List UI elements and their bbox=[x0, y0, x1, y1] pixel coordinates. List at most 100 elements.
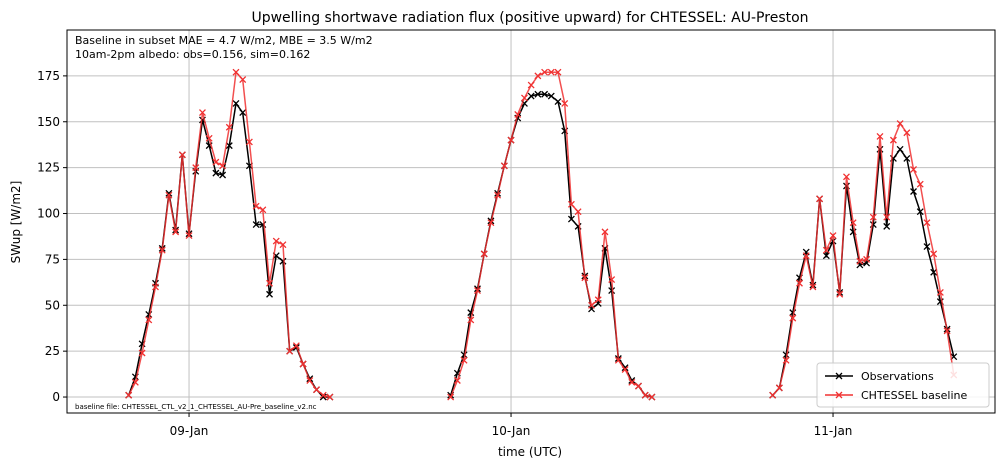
marker bbox=[252, 221, 260, 228]
marker bbox=[923, 219, 931, 227]
marker bbox=[185, 232, 193, 239]
marker bbox=[152, 283, 159, 291]
marker bbox=[816, 195, 824, 203]
y-tick-label: 50 bbox=[45, 298, 60, 312]
marker bbox=[910, 188, 917, 195]
marker bbox=[936, 288, 944, 296]
marker bbox=[648, 393, 656, 401]
marker bbox=[594, 296, 602, 304]
marker bbox=[521, 94, 528, 102]
y-tick-label: 75 bbox=[45, 252, 60, 266]
marker bbox=[319, 391, 327, 399]
marker bbox=[487, 219, 495, 227]
x-axis-label: time (UTC) bbox=[498, 445, 562, 459]
data-line bbox=[772, 148, 955, 396]
marker bbox=[447, 393, 455, 401]
marker bbox=[219, 162, 227, 170]
marker bbox=[239, 76, 247, 84]
marker bbox=[527, 81, 535, 89]
marker bbox=[943, 327, 951, 335]
marker bbox=[232, 68, 240, 76]
data-line bbox=[450, 71, 653, 398]
marker bbox=[534, 90, 542, 98]
marker bbox=[239, 109, 247, 117]
marker bbox=[869, 213, 877, 221]
marker bbox=[225, 123, 233, 131]
marker bbox=[889, 136, 897, 144]
marker bbox=[507, 136, 515, 144]
marker bbox=[306, 377, 314, 384]
marker bbox=[567, 200, 575, 208]
marker bbox=[641, 391, 649, 399]
chart-title: Upwelling shortwave radiation flux (posi… bbox=[251, 10, 808, 26]
marker bbox=[802, 252, 810, 260]
y-tick-label: 100 bbox=[37, 207, 60, 221]
marker bbox=[574, 208, 582, 216]
marker bbox=[843, 173, 850, 181]
marker bbox=[145, 316, 153, 324]
marker bbox=[313, 386, 320, 394]
marker bbox=[165, 191, 173, 199]
y-tick-label: 0 bbox=[52, 390, 60, 404]
marker bbox=[205, 134, 213, 142]
y-tick-label: 150 bbox=[37, 115, 60, 129]
legend-label: CHTESSEL baseline bbox=[861, 389, 967, 402]
marker bbox=[232, 99, 240, 107]
marker bbox=[554, 68, 562, 76]
marker bbox=[614, 356, 622, 364]
marker bbox=[138, 349, 146, 357]
marker bbox=[835, 391, 843, 399]
marker bbox=[601, 228, 609, 236]
marker bbox=[836, 290, 844, 298]
marker bbox=[326, 393, 334, 401]
marker bbox=[910, 166, 917, 173]
marker bbox=[266, 279, 273, 287]
marker bbox=[460, 356, 468, 364]
marker bbox=[547, 68, 555, 76]
marker bbox=[500, 162, 508, 170]
y-axis-label: SWup [W/m2] bbox=[9, 181, 23, 264]
marker bbox=[896, 145, 904, 153]
marker bbox=[561, 99, 569, 107]
marker bbox=[567, 215, 575, 223]
marker bbox=[534, 72, 542, 80]
series bbox=[125, 68, 958, 401]
marker bbox=[286, 347, 294, 355]
marker bbox=[789, 314, 797, 322]
series bbox=[125, 90, 958, 401]
marker bbox=[896, 120, 904, 128]
marker bbox=[829, 232, 837, 239]
marker bbox=[775, 384, 783, 392]
marker bbox=[782, 351, 790, 359]
marker bbox=[219, 171, 227, 179]
marker bbox=[923, 243, 931, 251]
legend-box bbox=[816, 362, 990, 408]
marker bbox=[212, 169, 220, 177]
marker bbox=[930, 268, 938, 276]
plot-frame bbox=[66, 29, 996, 414]
marker bbox=[916, 180, 924, 188]
marker bbox=[863, 255, 871, 263]
footnote: baseline file: CHTESSEL_CTL_v2_1_CHTESSE… bbox=[75, 403, 317, 411]
marker bbox=[467, 316, 475, 324]
x-tick-label: 10-Jan bbox=[492, 424, 531, 438]
marker bbox=[822, 252, 830, 260]
marker bbox=[266, 290, 273, 298]
marker bbox=[822, 246, 830, 254]
marker bbox=[581, 274, 589, 282]
y-tick-label: 25 bbox=[45, 344, 60, 358]
marker bbox=[588, 301, 595, 309]
marker bbox=[259, 206, 267, 214]
marker bbox=[782, 356, 790, 364]
marker bbox=[835, 372, 843, 380]
marker bbox=[809, 283, 817, 291]
marker bbox=[903, 155, 911, 162]
marker bbox=[547, 92, 555, 100]
marker bbox=[192, 164, 200, 172]
y-tick-label: 175 bbox=[37, 69, 60, 83]
marker bbox=[527, 92, 535, 100]
legend-label: Observations bbox=[861, 370, 934, 383]
marker bbox=[272, 237, 280, 245]
marker bbox=[225, 142, 233, 150]
